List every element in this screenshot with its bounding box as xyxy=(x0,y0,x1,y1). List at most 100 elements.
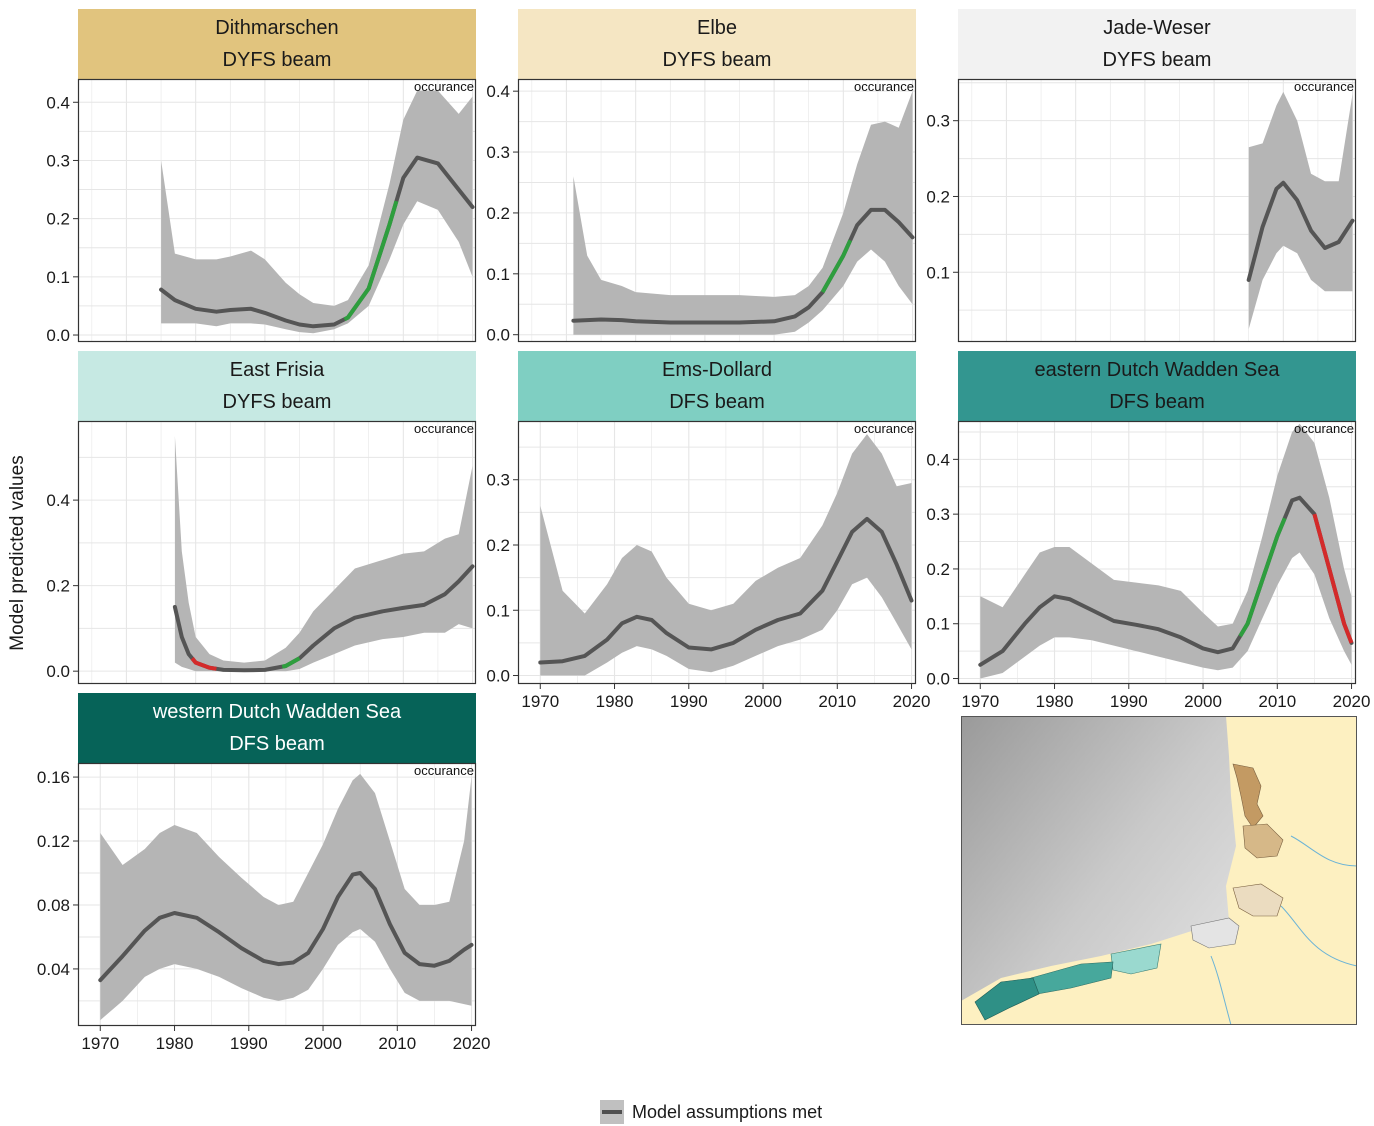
plot-area: occurance 0.0 0.2 0.4 xyxy=(46,420,477,685)
x-tick-label: 2000 xyxy=(1184,692,1222,711)
panel-subtitle: DYFS beam xyxy=(222,49,332,71)
y-tick-label: 0.2 xyxy=(46,577,70,596)
region-western-dutch-wadden-sea xyxy=(974,977,1040,1021)
panel-title: Jade-Weser xyxy=(1103,17,1211,39)
panel-subtitle: DYFS beam xyxy=(662,49,772,71)
panel-title: Ems-Dollard xyxy=(661,359,773,381)
panel-subtitle: DFS beam xyxy=(229,733,325,755)
fit-line xyxy=(571,207,915,325)
x-tick-label: 2020 xyxy=(893,692,931,711)
panel-dithmarschen: Dithmarschen DYFS beam occurance 0.0 0.1 0.… xyxy=(46,9,477,345)
confidence-ribbon xyxy=(540,434,912,676)
plot-frame xyxy=(77,420,477,685)
y-tick-label: 0.3 xyxy=(926,112,950,131)
panel-strip: Elbe DYFS beam xyxy=(518,9,916,79)
confidence-ribbon xyxy=(174,436,473,672)
confidence-ribbon xyxy=(573,91,913,335)
region-dithmarschen xyxy=(1232,763,1264,829)
plot-frame xyxy=(957,420,1357,685)
panel-title: Elbe xyxy=(696,17,738,39)
legend: Model assumptions met xyxy=(600,1100,822,1124)
x-tick-label: 1980 xyxy=(1036,692,1074,711)
y-tick-label: 0.3 xyxy=(926,505,950,524)
y-tick-label: 0.1 xyxy=(486,601,510,620)
y-tick-label: 0.0 xyxy=(486,326,510,345)
x-tick-label: 1970 xyxy=(521,692,559,711)
confidence-ribbon xyxy=(161,90,473,334)
plot-frame xyxy=(517,78,917,343)
panel-title: Dithmarschen xyxy=(215,17,339,39)
y-axis-label-text: Model predicted values xyxy=(7,455,28,651)
occurance-tag: occurance xyxy=(1294,79,1354,94)
panel-strip: Jade-Weser DYFS beam xyxy=(958,9,1356,79)
panel-title: East Frisia xyxy=(229,359,325,381)
x-tick-label: 2000 xyxy=(304,1034,342,1053)
panel-western-dutch-wadden-sea: western Dutch Wadden Sea DFS beam occura… xyxy=(37,693,490,1053)
trend-segment-decrease xyxy=(1312,513,1354,644)
trend-segment-decrease xyxy=(190,657,217,671)
panel-subtitle: DYFS beam xyxy=(222,391,332,413)
confidence-ribbon xyxy=(100,773,472,1021)
y-tick-label: 0.08 xyxy=(37,896,70,915)
y-tick-label: 0.0 xyxy=(46,662,70,681)
plot-frame xyxy=(77,762,477,1027)
y-tick-label: 0.4 xyxy=(926,450,950,469)
y-tick-label: 0.3 xyxy=(486,471,510,490)
y-tick-label: 0.1 xyxy=(926,615,950,634)
trend-segment-increase xyxy=(820,239,853,294)
y-tick-label: 0.3 xyxy=(486,143,510,162)
y-tick-label: 0.4 xyxy=(486,82,510,101)
occurance-tag: occurance xyxy=(414,763,474,778)
panel-subtitle: DYFS beam xyxy=(1102,49,1212,71)
x-tick-label: 1970 xyxy=(81,1034,119,1053)
fit-line xyxy=(978,495,1354,667)
y-tick-label: 0.4 xyxy=(46,491,70,510)
river-lines xyxy=(1210,835,1357,1025)
panel-east-frisia: East Frisia DYFS beam occurance 0.0 0.2 0.4 xyxy=(46,351,477,685)
panel-elbe: Elbe DYFS beam occurance 0.0 0.1 0.2 0.3 0.4 xyxy=(486,9,917,345)
y-tick-label: 0.3 xyxy=(46,151,70,170)
x-tick-label: 1970 xyxy=(961,692,999,711)
x-tick-label: 1990 xyxy=(230,1034,268,1053)
x-tick-label: 2020 xyxy=(1333,692,1371,711)
trend-segment-increase xyxy=(343,200,399,322)
y-tick-label: 0.04 xyxy=(37,960,70,979)
fit-line xyxy=(1246,180,1355,282)
occurance-tag: occurance xyxy=(854,421,914,436)
y-tick-label: 0.0 xyxy=(46,326,70,345)
region-elbe xyxy=(1242,823,1284,859)
panel-strip: eastern Dutch Wadden Sea DFS beam xyxy=(958,351,1356,421)
y-tick-label: 0.2 xyxy=(926,187,950,206)
occurance-tag: occurance xyxy=(414,421,474,436)
y-tick-label: 0.2 xyxy=(486,204,510,223)
y-tick-label: 0.2 xyxy=(926,560,950,579)
y-tick-label: 0.16 xyxy=(37,768,70,787)
plot-area: occurance 0.0 0.1 0.2 0.3 0.4 1970 1980 1990 2000… xyxy=(926,420,1370,711)
panel-strip: East Frisia DYFS beam xyxy=(78,351,476,421)
plot-frame xyxy=(957,78,1357,343)
plot-area: occurance 0.0 0.1 0.2 0.3 0.4 xyxy=(46,78,477,345)
x-tick-label: 1980 xyxy=(156,1034,194,1053)
map-frame xyxy=(961,716,1357,1025)
x-tick-label: 1990 xyxy=(1110,692,1148,711)
y-tick-label: 0.1 xyxy=(486,265,510,284)
plot-frame xyxy=(517,420,917,685)
panel-title: eastern Dutch Wadden Sea xyxy=(1034,359,1280,381)
confidence-ribbon xyxy=(980,423,1352,679)
plot-frame xyxy=(77,78,477,343)
fit-line xyxy=(98,871,474,983)
x-tick-label: 2010 xyxy=(1258,692,1296,711)
x-tick-label: 2010 xyxy=(378,1034,416,1053)
fit-line xyxy=(159,155,475,329)
occurance-tag: occurance xyxy=(1294,421,1354,436)
x-tick-label: 1980 xyxy=(596,692,634,711)
panel-strip: Ems-Dollard DFS beam xyxy=(518,351,916,421)
legend-label: Model assumptions met xyxy=(632,1101,823,1122)
plot-area: occurance 0.1 0.2 0.3 xyxy=(926,78,1357,343)
y-tick-label: 0.4 xyxy=(46,93,70,112)
x-tick-label: 1990 xyxy=(670,692,708,711)
y-tick-label: 0.1 xyxy=(926,263,950,282)
occurance-tag: occurance xyxy=(414,79,474,94)
panel-jade-weser: Jade-Weser DYFS beam occurance 0.1 0.2 0.3 xyxy=(926,9,1357,343)
x-tick-label: 2020 xyxy=(453,1034,491,1053)
